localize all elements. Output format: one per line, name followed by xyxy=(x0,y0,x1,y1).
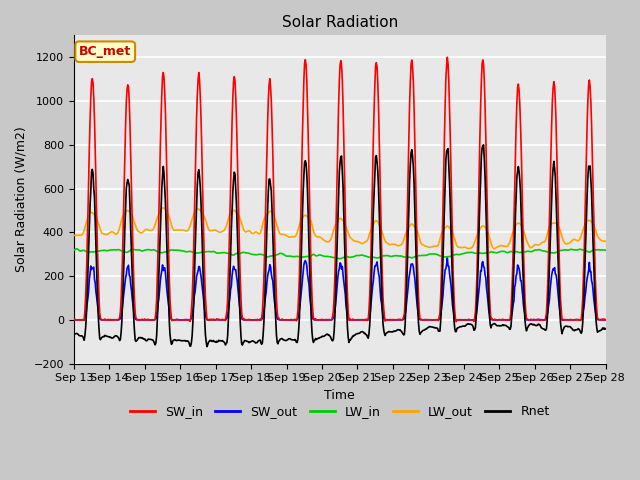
Text: BC_met: BC_met xyxy=(79,45,131,58)
Y-axis label: Solar Radiation (W/m2): Solar Radiation (W/m2) xyxy=(15,127,28,273)
Legend: SW_in, SW_out, LW_in, LW_out, Rnet: SW_in, SW_out, LW_in, LW_out, Rnet xyxy=(125,400,555,423)
Title: Solar Radiation: Solar Radiation xyxy=(282,15,398,30)
X-axis label: Time: Time xyxy=(324,389,355,402)
